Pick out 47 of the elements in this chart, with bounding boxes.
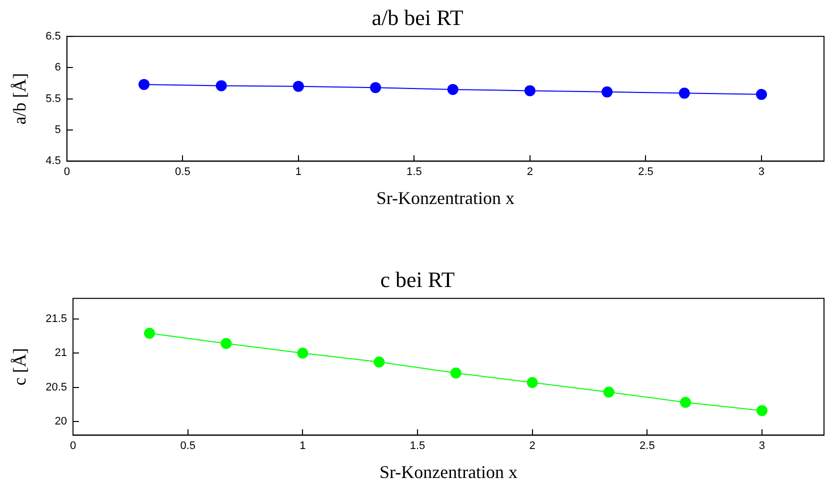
x-tick-label: 0 [70,440,76,452]
point [602,86,613,98]
x-tick-label: 1.5 [406,166,422,178]
y-tick-label: 20.5 [46,381,68,394]
point [756,88,767,100]
y-axis-title: c [Å] [10,348,30,386]
x-tick-label: 0 [64,166,70,178]
point [526,377,538,388]
y-tick-label: 21 [54,347,68,360]
x-tick-label: 3 [758,440,766,452]
x-axis-title: Sr-Konzentration x [376,188,514,208]
x-tick-label: 0.5 [175,166,190,178]
y-tick-label: 6.5 [46,30,61,42]
point [447,84,458,95]
x-tick-label: 0.5 [180,440,196,452]
point [756,405,768,416]
y-tick-label: 21.5 [46,312,68,325]
point [216,80,227,92]
chart-title: c bei RT [380,266,456,292]
y-tick-label: 4.5 [46,155,61,168]
y-tick-label: 6 [54,62,61,74]
y-tick-label: 5.5 [46,92,61,105]
point [450,367,462,378]
x-tick-label: 2.5 [640,440,655,452]
point [678,88,690,99]
x-tick-label: 1 [300,440,306,452]
point [138,78,150,90]
chart-title: a/b bei RT [372,4,464,30]
point [292,80,304,92]
x-tick-label: 2 [529,440,536,452]
y-axis-title: a/b [Å] [10,73,30,125]
point [524,85,536,96]
y-tick-label: 20 [54,416,68,428]
x-tick-label: 1 [295,166,302,178]
x-tick-label: 3 [758,166,765,178]
x-tick-label: 2.5 [638,166,654,178]
x-tick-label: 2 [526,166,534,178]
x-tick-label: 1.5 [410,440,426,452]
point [374,356,385,368]
point [297,348,308,359]
point [220,338,232,350]
x-axis-title: Sr-Konzentration x [379,462,518,482]
point [680,396,692,408]
point [144,328,155,339]
point [370,82,382,94]
point [603,386,614,398]
y-tick-label: 5 [54,124,61,136]
